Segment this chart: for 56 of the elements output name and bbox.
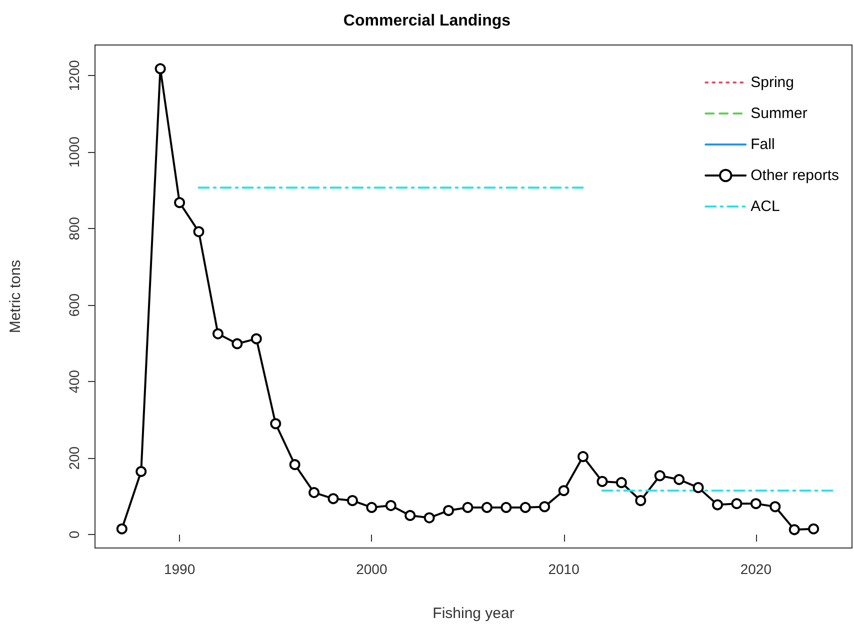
x-tick-label: 2020: [740, 561, 772, 577]
point: [443, 505, 454, 516]
point: [539, 501, 550, 512]
point: [578, 451, 589, 462]
point: [558, 485, 570, 496]
legend-label: Spring: [750, 74, 794, 91]
point: [404, 510, 416, 521]
point: [788, 524, 800, 536]
point: [154, 63, 166, 74]
legend-label: ACL: [750, 198, 780, 215]
point: [770, 501, 781, 512]
point: [212, 328, 224, 340]
legend-label: Summer: [750, 105, 808, 122]
point: [116, 523, 128, 534]
point: [385, 500, 396, 512]
point: [520, 502, 531, 513]
point: [712, 499, 724, 510]
y-axis-title: Metric tons: [7, 260, 24, 334]
x-axis-title: Fishing year: [432, 605, 514, 622]
point: [346, 495, 358, 506]
point: [328, 493, 339, 504]
y-tick-label: 1000: [66, 136, 82, 168]
y-tick-label: 600: [66, 293, 82, 317]
point: [174, 197, 186, 208]
y-tick-label: 800: [66, 216, 82, 240]
point: [616, 477, 627, 488]
y-tick-label: 200: [66, 446, 82, 470]
point: [289, 459, 300, 470]
x-tick-label: 2010: [548, 561, 580, 577]
point: [481, 502, 492, 513]
point: [250, 333, 262, 344]
point: [462, 502, 474, 513]
y-tick-label: 400: [66, 370, 82, 394]
point: [500, 502, 512, 513]
y-tick-label: 1200: [66, 60, 82, 92]
point: [136, 466, 147, 477]
chart-title: Commercial Landings: [343, 12, 511, 30]
point: [731, 498, 742, 510]
point: [674, 474, 685, 486]
point: [635, 495, 646, 506]
point: [232, 338, 243, 350]
point: [654, 470, 666, 482]
point: [808, 523, 820, 534]
point: [193, 226, 204, 238]
point: [424, 512, 435, 524]
point: [270, 418, 282, 430]
x-tick-label: 2000: [356, 561, 388, 577]
x-tick-label: 1990: [164, 561, 196, 577]
point: [366, 502, 378, 513]
legend-label: Fall: [750, 136, 775, 153]
point: [596, 476, 608, 487]
point: [308, 487, 320, 498]
legend-label: Other reports: [750, 167, 840, 184]
point: [692, 482, 704, 494]
y-tick-label: 0: [66, 530, 82, 539]
point: [750, 498, 762, 510]
